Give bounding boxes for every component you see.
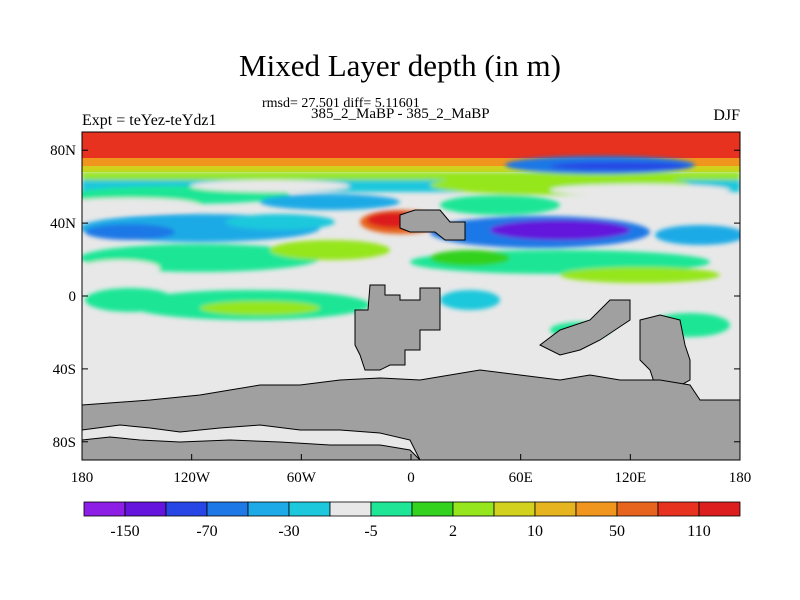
land-australia — [639, 314, 691, 391]
neutral-patch — [550, 184, 730, 196]
y-tick-label: 40S — [53, 362, 76, 378]
x-axis-ticks: 180 120W 60W 0 60E 120E 180 — [71, 454, 752, 486]
colorbar-swatch — [698, 501, 741, 517]
chart-title: Mixed Layer depth (in m) — [239, 48, 561, 83]
colorbar-swatch — [370, 501, 413, 517]
colorbar-label: -150 — [110, 523, 139, 540]
land-americas — [354, 284, 441, 371]
colorbar-swatch — [288, 501, 331, 517]
colorbar-swatch — [575, 501, 618, 517]
colorbar-swatch — [165, 501, 208, 517]
y-tick-label: 40N — [50, 216, 76, 232]
orange-band — [82, 158, 740, 168]
colorbar-label: -5 — [364, 523, 377, 540]
x-tick-label: 180 — [71, 470, 94, 486]
y-tick-label: 0 — [69, 289, 77, 305]
colorbar-label: -70 — [196, 523, 217, 540]
colorbar-swatch — [124, 501, 167, 517]
colorbar-label: 10 — [527, 523, 543, 540]
arctic-band — [82, 132, 740, 160]
land-europe — [399, 209, 466, 241]
anomaly-patch — [440, 290, 500, 310]
expt-label: Expt = teYez-teYdz1 — [82, 112, 217, 129]
anomaly-patch — [270, 240, 390, 260]
neutral-patch — [82, 260, 160, 276]
colorbar-swatch — [657, 501, 700, 517]
anomaly-patch — [550, 162, 690, 170]
x-tick-label: 120W — [173, 470, 211, 486]
land-asia-edge — [539, 299, 631, 356]
colorbar-swatch — [452, 501, 495, 517]
x-tick-label: 60E — [509, 470, 533, 486]
stats-line: rmsd= 27.501 diff= 5.11601 — [262, 96, 420, 111]
colorbar-swatch — [616, 501, 659, 517]
colorbar-swatch — [534, 501, 577, 517]
anomaly-patch — [560, 267, 720, 283]
land-masses — [82, 209, 740, 460]
anomaly-field — [82, 156, 740, 338]
green-band — [82, 172, 740, 182]
x-tick-label: 120E — [614, 470, 646, 486]
yellow-band — [82, 166, 740, 172]
anomaly-patch — [225, 214, 335, 230]
experiments-line: 385_2_MaBP - 385_2_MaBP — [311, 106, 490, 122]
colorbar-swatch — [493, 501, 536, 517]
colorbar-label: 50 — [609, 523, 625, 540]
neutral-patch — [190, 180, 350, 192]
colorbar-label: 110 — [687, 523, 710, 540]
x-tick-label: 60W — [287, 470, 317, 486]
x-tick-label: 0 — [407, 470, 415, 486]
neutral-patch — [82, 198, 200, 212]
anomaly-patch — [655, 225, 740, 245]
y-axis-ticks: 80N 40N 0 40S 80S — [50, 143, 740, 451]
colorbar-swatch — [83, 501, 126, 517]
colorbar-swatch — [247, 501, 290, 517]
colorbar-swatch — [411, 501, 454, 517]
anomaly-patch — [260, 194, 400, 210]
colorbar: -150 -70 -30 -5 2 10 50 110 — [83, 501, 741, 540]
y-tick-label: 80S — [53, 435, 76, 451]
map-plot-area — [82, 132, 740, 460]
anomaly-patch — [440, 195, 560, 215]
land-antarctica-edge — [82, 436, 421, 460]
anomaly-patch — [200, 301, 320, 315]
colorbar-swatch — [206, 501, 249, 517]
anomaly-patch — [85, 224, 175, 240]
anomaly-patch — [490, 220, 630, 240]
colorbar-swatch — [329, 501, 372, 517]
season-label: DJF — [713, 107, 740, 124]
colorbar-label: -30 — [278, 523, 299, 540]
anomaly-patch — [430, 250, 510, 266]
y-tick-label: 80N — [50, 143, 76, 159]
x-tick-label: 180 — [729, 470, 752, 486]
colorbar-label: 2 — [449, 523, 457, 540]
